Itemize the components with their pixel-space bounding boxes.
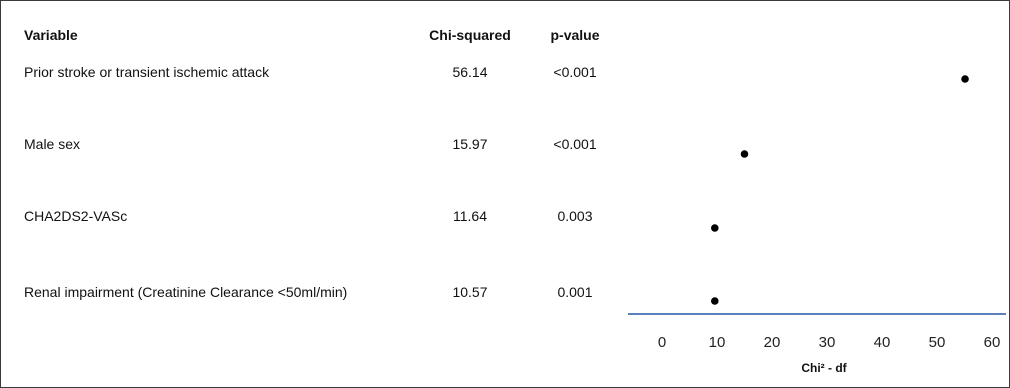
header-chi-squared: Chi-squared bbox=[429, 27, 511, 43]
data-point bbox=[711, 297, 719, 305]
x-axis-label: Chi² - df bbox=[801, 361, 847, 375]
x-tick-label: 10 bbox=[709, 334, 726, 351]
row-p-value: <0.001 bbox=[553, 136, 597, 152]
row-chi-value: 56.14 bbox=[452, 64, 488, 80]
data-points bbox=[711, 75, 969, 305]
row-chi-value: 10.57 bbox=[452, 284, 488, 300]
row-variable-label: Renal impairment (Creatinine Clearance <… bbox=[24, 284, 348, 300]
data-point bbox=[961, 75, 969, 83]
header-variable: Variable bbox=[24, 27, 78, 43]
row-variable-label: Male sex bbox=[24, 136, 81, 152]
row-variable-label: Prior stroke or transient ischemic attac… bbox=[24, 64, 270, 80]
x-tick-label: 0 bbox=[658, 334, 666, 351]
x-tick-label: 60 bbox=[984, 334, 1001, 351]
row-p-value: 0.001 bbox=[557, 284, 593, 300]
x-tick-label: 20 bbox=[764, 334, 781, 351]
row-p-value: 0.003 bbox=[557, 208, 593, 224]
x-tick-label: 40 bbox=[874, 334, 891, 351]
row-chi-value: 15.97 bbox=[452, 136, 488, 152]
header-p-value: p-value bbox=[550, 27, 600, 43]
row-variable-label: CHA2DS2-VASc bbox=[24, 208, 128, 224]
data-point bbox=[740, 150, 749, 158]
x-tick-label: 30 bbox=[819, 334, 836, 351]
x-tick-label: 50 bbox=[929, 334, 946, 351]
x-axis-ticks: 0 10 20 30 40 50 60 bbox=[658, 334, 1001, 351]
row-chi-value: 11.64 bbox=[453, 208, 487, 224]
data-point bbox=[711, 224, 719, 232]
row-p-value: <0.001 bbox=[553, 64, 597, 80]
